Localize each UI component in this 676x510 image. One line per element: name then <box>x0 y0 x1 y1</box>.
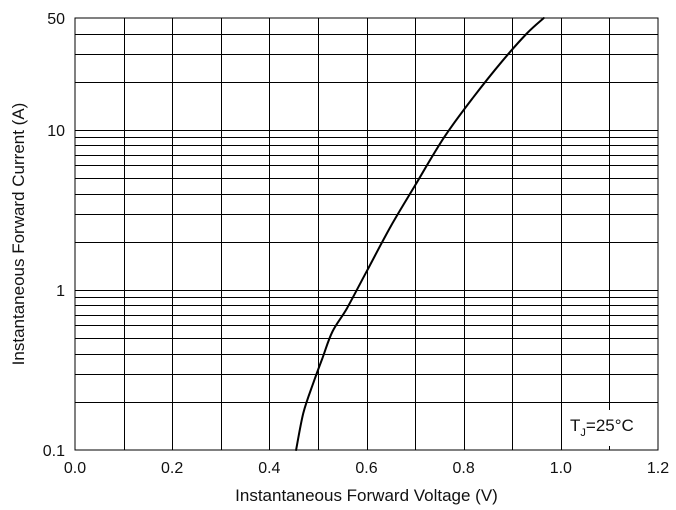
x-tick-label: 0.8 <box>453 460 475 477</box>
series-curve <box>295 17 545 451</box>
annotation-subscript: J <box>580 427 586 439</box>
y-tick-label: 1 <box>56 283 65 300</box>
x-tick-label: 1.2 <box>647 460 669 477</box>
annotation-background <box>562 410 654 446</box>
temperature-annotation: TJ=25°C <box>570 416 634 439</box>
y-tick-label: 0.1 <box>43 443 65 460</box>
plot-area-border <box>74 17 659 451</box>
x-axis-tick-labels: 0.0 0.2 0.4 0.6 0.8 1.0 1.2 <box>64 460 669 477</box>
x-tick-label: 0.4 <box>258 460 280 477</box>
annotation-main: T <box>570 416 580 435</box>
x-axis-title: Instantaneous Forward Voltage (V) <box>235 486 498 505</box>
y-tick-label: 10 <box>47 123 65 140</box>
x-tick-label: 0.0 <box>64 460 86 477</box>
annotation-rest: =25°C <box>586 416 634 435</box>
y-axis-title: Instantaneous Forward Current (A) <box>9 103 28 366</box>
grid <box>75 18 658 450</box>
y-tick-label: 50 <box>47 11 65 28</box>
x-tick-label: 1.0 <box>550 460 572 477</box>
x-tick-label: 0.6 <box>355 460 377 477</box>
y-axis-tick-labels: 0.1 1 10 50 <box>43 11 65 460</box>
x-tick-label: 0.2 <box>161 460 183 477</box>
